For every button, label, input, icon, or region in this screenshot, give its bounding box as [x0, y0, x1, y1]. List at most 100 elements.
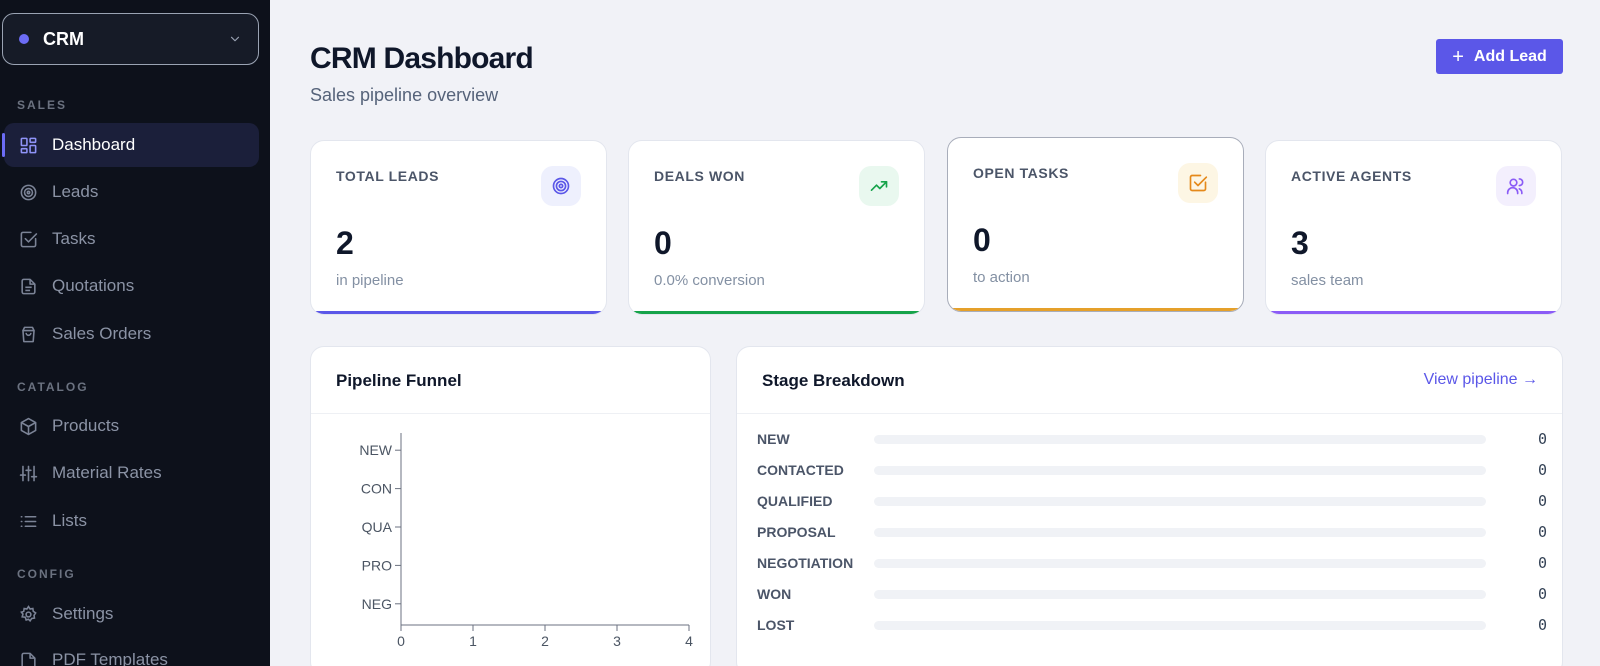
stat-accent-bar [311, 311, 606, 314]
sidebar-item-products[interactable]: Products [4, 404, 259, 448]
sidebar-item-settings[interactable]: Settings [4, 592, 259, 636]
stage-progress-track [874, 558, 1486, 568]
stat-value: 0 [654, 225, 672, 261]
stage-count: 0 [1537, 523, 1547, 541]
x-tick-label: 4 [685, 633, 693, 649]
shopping-bag-icon [18, 324, 38, 344]
y-tick-label: CON [361, 481, 392, 497]
workspace-name: CRM [43, 28, 84, 49]
stage-row-lost: LOST 0 [757, 615, 1547, 635]
stat-value: 2 [336, 225, 354, 261]
stage-label: QUALIFIED [757, 493, 833, 509]
x-tick-label: 2 [541, 633, 549, 649]
stat-label: ACTIVE AGENTS [1291, 168, 1412, 184]
sidebar-item-lists[interactable]: Lists [4, 499, 259, 543]
document-icon [18, 650, 38, 666]
stage-row-qualified: QUALIFIED 0 [757, 491, 1547, 511]
stat-card-open-tasks: OPEN TASKS 0 to action [947, 137, 1244, 312]
stage-row-proposal: PROPOSAL 0 [757, 522, 1547, 542]
y-tick-label: QUA [362, 519, 393, 535]
sidebar-item-quotations[interactable]: Quotations [4, 264, 259, 308]
stage-label: WON [757, 586, 792, 602]
stat-label: DEALS WON [654, 168, 745, 184]
stage-progress-track [874, 527, 1486, 537]
funnel-chart: NEW CON QUA PRO NEG 0 1 2 3 4 [359, 433, 693, 649]
stage-count: 0 [1537, 461, 1547, 479]
nav-section-catalog: CATALOG [17, 380, 89, 394]
nav-section-sales: SALES [17, 98, 68, 112]
gear-icon [18, 604, 38, 624]
stat-accent-bar [1266, 311, 1561, 314]
plus-icon: + [1452, 45, 1464, 68]
check-square-icon [1178, 163, 1218, 203]
sidebar-item-label: Tasks [52, 229, 96, 248]
stat-hint: sales team [1291, 272, 1364, 289]
stat-card-total-leads: TOTAL LEADS 2 in pipeline [310, 140, 607, 315]
sidebar-item-label: Quotations [52, 276, 135, 295]
sidebar-item-tasks[interactable]: Tasks [4, 217, 259, 261]
box-icon [18, 416, 38, 436]
panel-title: Pipeline Funnel [336, 371, 462, 390]
stage-progress-track [874, 589, 1486, 599]
sidebar-item-pdf-templates[interactable]: PDF Templates [4, 638, 259, 666]
stage-label: PROPOSAL [757, 524, 836, 540]
check-square-icon [18, 229, 38, 249]
pipeline-funnel-panel: Pipeline Funnel NEW CON QUA PRO NEG 0 1 2 3 4 [310, 346, 711, 666]
stat-card-active-agents: ACTIVE AGENTS 3 sales team [1265, 140, 1562, 315]
sidebar-item-label: Leads [52, 182, 99, 201]
y-tick-label: NEG [362, 596, 392, 612]
stage-label: LOST [757, 617, 795, 633]
sidebar-item-material-rates[interactable]: Material Rates [4, 451, 259, 495]
add-lead-button[interactable]: + Add Lead [1436, 39, 1563, 74]
stage-row-won: WON 0 [757, 584, 1547, 604]
y-tick-label: NEW [359, 442, 392, 458]
stat-accent-bar [629, 311, 924, 314]
sidebar: CRM SALES Dashboard Leads Tasks Quotatio… [0, 0, 270, 666]
stage-row-negotiation: NEGOTIATION 0 [757, 553, 1547, 573]
stat-value: 3 [1291, 225, 1309, 261]
stat-label: OPEN TASKS [973, 165, 1069, 181]
stat-hint: to action [973, 269, 1030, 286]
stage-breakdown-panel: Stage Breakdown View pipeline → NEW 0 CONT… [736, 346, 1563, 666]
stat-value: 0 [973, 222, 991, 258]
stage-count: 0 [1537, 430, 1547, 448]
target-icon [541, 166, 581, 206]
target-icon [18, 182, 38, 202]
layout-grid-icon [18, 135, 38, 155]
sidebar-item-label: Sales Orders [52, 324, 152, 343]
page-subtitle: Sales pipeline overview [310, 85, 499, 105]
stat-hint: in pipeline [336, 272, 404, 289]
nav-section-config: CONFIG [17, 567, 76, 581]
stage-count: 0 [1537, 585, 1547, 603]
stage-count: 0 [1537, 492, 1547, 510]
document-icon [18, 276, 38, 296]
sidebar-item-label: Lists [52, 511, 87, 530]
sidebar-item-sales-orders[interactable]: Sales Orders [4, 312, 259, 356]
stage-label: NEGOTIATION [757, 555, 854, 571]
sidebar-item-label: PDF Templates [52, 650, 168, 666]
sidebar-item-dashboard[interactable]: Dashboard [2, 123, 259, 167]
workspace-switcher[interactable]: CRM [2, 13, 259, 65]
stage-label: CONTACTED [757, 462, 844, 478]
users-icon [1496, 166, 1536, 206]
panel-divider [737, 413, 1562, 414]
list-icon [18, 511, 38, 531]
stat-accent-bar [948, 308, 1243, 311]
panel-title: Stage Breakdown [762, 371, 905, 390]
x-tick-label: 1 [469, 633, 477, 649]
trending-up-icon [859, 166, 899, 206]
stage-row-contacted: CONTACTED 0 [757, 460, 1547, 480]
sidebar-item-leads[interactable]: Leads [4, 170, 259, 214]
page-title: CRM Dashboard [310, 42, 534, 75]
stat-hint: 0.0% conversion [654, 272, 765, 289]
stage-progress-track [874, 496, 1486, 506]
stage-count: 0 [1537, 554, 1547, 572]
add-lead-label: Add Lead [1473, 47, 1547, 65]
sidebar-item-label: Settings [52, 604, 114, 623]
stage-label: NEW [757, 431, 790, 447]
sidebar-item-label: Material Rates [52, 463, 162, 482]
sidebar-item-label: Products [52, 416, 120, 435]
x-tick-label: 0 [397, 633, 405, 649]
workspace-dot [19, 34, 29, 44]
view-pipeline-link[interactable]: View pipeline → [1423, 371, 1538, 388]
